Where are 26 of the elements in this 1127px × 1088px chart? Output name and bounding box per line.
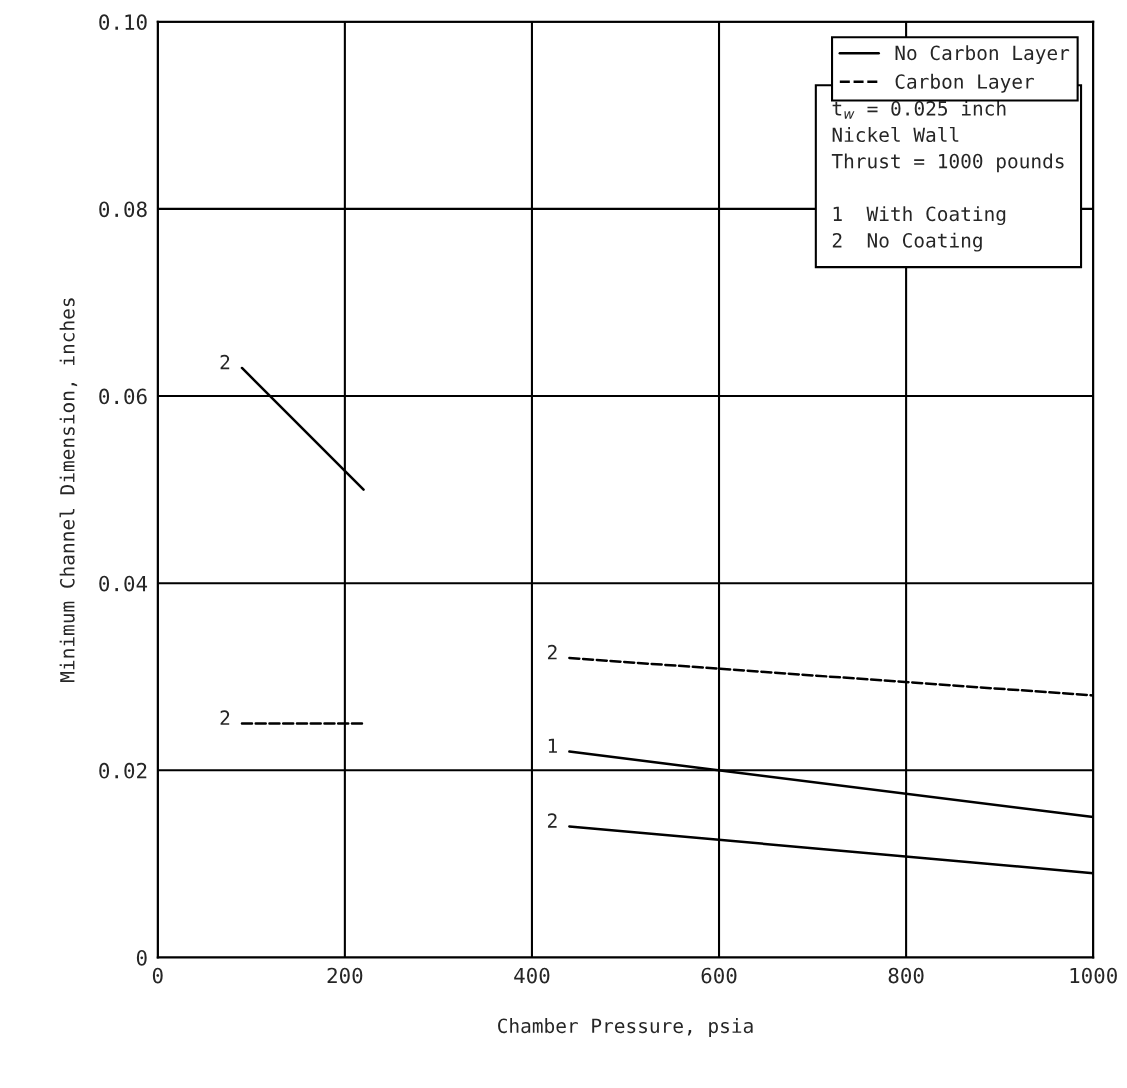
- annotation: Thrust = 1000 pounds: [831, 153, 1064, 173]
- annotation: t$_{w}$ = 0.025 inch: [832, 100, 1006, 119]
- y-tick-label: 0.06: [99, 388, 147, 405]
- legend-label: Carbon Layer: [895, 73, 1034, 93]
- x-tick-label: 600: [701, 967, 737, 984]
- x-tick-label: 0: [152, 967, 163, 984]
- annotation: 2: [547, 813, 557, 828]
- y-tick-label: 0.02: [99, 762, 147, 779]
- x-tick-label: 200: [327, 967, 363, 984]
- x-tick-label: 400: [514, 967, 550, 984]
- annotation: 1: [548, 738, 557, 753]
- y-tick-label: 0: [136, 949, 147, 966]
- y-tick-label: 0.10: [99, 14, 147, 31]
- annotation: 1 With Coating: [833, 206, 1006, 226]
- legend-label: No Carbon Layer: [895, 45, 1070, 65]
- annotation: 2: [220, 354, 230, 370]
- x-axis-title: Chamber Pressure, psia: [498, 1018, 753, 1037]
- annotation: 2: [220, 710, 230, 725]
- annotation: 2 No Coating: [832, 232, 982, 252]
- annotation: Nickel Wall: [832, 126, 959, 143]
- x-tick-label: 1000: [1070, 967, 1117, 984]
- annotation: 2: [547, 644, 557, 660]
- y-tick-label: 0.08: [99, 201, 147, 218]
- x-tick-label: 800: [888, 967, 924, 984]
- y-axis-title: Minimum Channel Dimension, inches: [59, 298, 78, 682]
- y-tick-label: 0.04: [99, 575, 148, 592]
